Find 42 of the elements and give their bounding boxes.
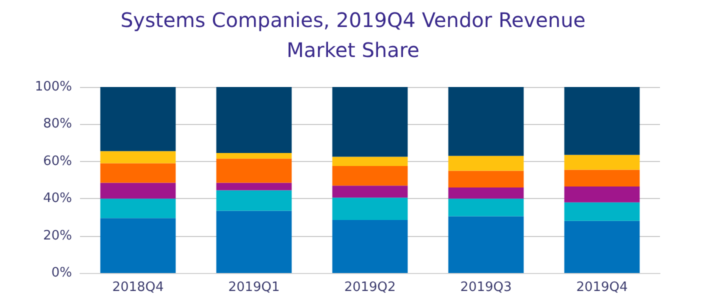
bar xyxy=(216,182,292,190)
bar xyxy=(100,182,176,199)
bar xyxy=(216,87,292,154)
y-tick-label: 80% xyxy=(43,116,72,132)
bar xyxy=(216,210,292,273)
bar xyxy=(448,87,524,156)
x-tick-label: 2019Q4 xyxy=(576,280,628,295)
chart-title: Systems Companies, 2019Q4 Vendor Revenue Market Share xyxy=(120,8,586,62)
y-tick-label: 60% xyxy=(43,154,72,169)
bar xyxy=(332,156,408,166)
bar xyxy=(564,220,640,273)
bar xyxy=(332,186,408,198)
bar xyxy=(564,87,640,155)
bar xyxy=(100,151,176,164)
bar xyxy=(564,170,640,187)
y-tick-label: 0% xyxy=(51,266,72,280)
x-tick-label: 2019Q1 xyxy=(228,280,280,295)
bar xyxy=(564,186,640,202)
bar xyxy=(100,198,176,218)
bar xyxy=(216,190,292,211)
bar xyxy=(332,166,408,186)
x-tick-label: 2019Q3 xyxy=(460,280,512,295)
y-tick-label: 100% xyxy=(34,80,72,94)
bar xyxy=(216,158,292,183)
bar xyxy=(332,220,408,273)
bar xyxy=(448,187,524,199)
bar xyxy=(448,170,524,188)
x-tick-label: 2019Q2 xyxy=(344,280,396,295)
bar xyxy=(100,163,176,183)
bar xyxy=(448,216,524,273)
bar xyxy=(100,87,176,152)
bar xyxy=(332,198,408,220)
bar xyxy=(332,87,408,157)
bar xyxy=(216,153,292,159)
y-tick-label: 40% xyxy=(43,191,72,206)
bar xyxy=(564,202,640,221)
x-tick-label: 2018Q4 xyxy=(112,280,164,295)
bar xyxy=(100,218,176,273)
bar xyxy=(564,154,640,170)
bar xyxy=(448,198,524,216)
bar xyxy=(448,156,524,171)
y-tick-label: 20% xyxy=(43,228,72,244)
